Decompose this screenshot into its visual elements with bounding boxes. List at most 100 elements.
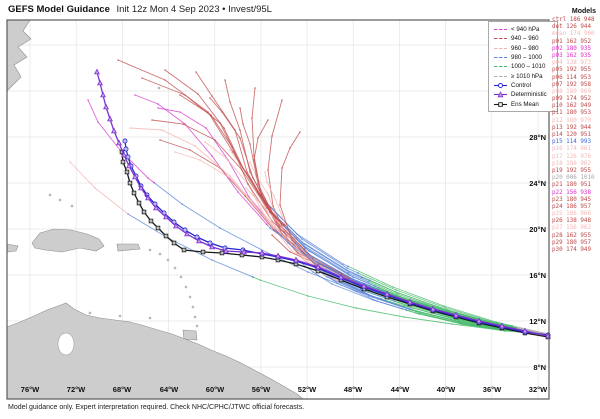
track-segment bbox=[252, 276, 517, 332]
model-row-p19: p19 192 955 bbox=[552, 167, 592, 174]
track-dot bbox=[251, 117, 253, 119]
track-dot bbox=[297, 252, 299, 254]
track-dot bbox=[252, 276, 254, 278]
track-dot bbox=[246, 171, 248, 173]
ensmean-marker-dot bbox=[138, 202, 140, 204]
model-row-p12: p12 180 970 bbox=[552, 117, 592, 124]
island-speck bbox=[191, 305, 195, 309]
island-speck bbox=[157, 86, 161, 90]
track-dot bbox=[348, 271, 350, 273]
model-row-p06: p06 114 953 bbox=[552, 74, 592, 81]
track-control bbox=[122, 138, 551, 338]
ensmean-marker-dot bbox=[173, 242, 175, 244]
island-speck bbox=[148, 316, 152, 320]
track-dot bbox=[415, 310, 417, 312]
track-dot bbox=[307, 295, 309, 297]
track-member-p09 bbox=[159, 139, 549, 335]
track-dot bbox=[357, 272, 359, 274]
track-dot bbox=[326, 275, 329, 277]
track-dot bbox=[164, 69, 166, 71]
deterministic-marker bbox=[126, 162, 132, 169]
track-segment bbox=[209, 97, 297, 239]
track-dot bbox=[267, 193, 269, 195]
deterministic-marker bbox=[453, 311, 459, 318]
track-dot bbox=[157, 103, 159, 105]
control-marker-dot bbox=[154, 203, 156, 205]
track-dot bbox=[237, 191, 239, 193]
track-dot bbox=[367, 280, 370, 283]
control-marker-dot bbox=[125, 148, 127, 150]
island-speck bbox=[166, 258, 170, 262]
track-line bbox=[121, 151, 549, 338]
model-row-p08: p08 180 969 bbox=[552, 88, 592, 95]
track-member-p30 bbox=[195, 71, 549, 335]
track-dot bbox=[287, 242, 289, 244]
track-dot bbox=[279, 204, 281, 206]
track-dot bbox=[157, 107, 159, 109]
track-dot bbox=[69, 161, 71, 163]
island-speck bbox=[195, 324, 199, 328]
track-dot bbox=[409, 308, 412, 311]
control-marker-dot bbox=[184, 229, 186, 231]
track-dot bbox=[283, 224, 286, 226]
deterministic-marker bbox=[145, 194, 151, 201]
track-dot bbox=[269, 211, 271, 213]
lon-label-56W: 56°W bbox=[251, 385, 271, 394]
track-dot bbox=[127, 213, 129, 215]
track-dot bbox=[87, 99, 89, 101]
track-segment bbox=[279, 131, 317, 267]
island-speck bbox=[188, 295, 192, 299]
track-member-p10 bbox=[141, 77, 549, 335]
legend-item-6: Control bbox=[493, 81, 555, 90]
legend-label: 1000 – 1010 bbox=[511, 63, 546, 71]
track-segment bbox=[151, 119, 285, 226]
track-dot bbox=[289, 147, 291, 149]
track-dot bbox=[301, 238, 303, 240]
ensmean-marker-dot bbox=[129, 182, 131, 184]
track-dot bbox=[395, 289, 397, 291]
deterministic-marker bbox=[499, 322, 505, 329]
track-dot bbox=[348, 276, 350, 279]
track-dot bbox=[209, 97, 211, 99]
track-dot bbox=[254, 87, 256, 89]
model-row-p28: p28 162 955 bbox=[552, 232, 592, 239]
models-panel: Models ctrl 186 948 det 126 944 mean 174 9… bbox=[552, 8, 598, 254]
track-dot bbox=[333, 278, 335, 280]
track-dot bbox=[164, 79, 166, 81]
deterministic-marker bbox=[293, 256, 299, 263]
deterministic-marker bbox=[223, 247, 229, 254]
control-marker-dot bbox=[173, 221, 175, 223]
track-dot bbox=[147, 177, 149, 179]
model-row-p09: p09 174 952 bbox=[552, 96, 592, 103]
deterministic-marker bbox=[275, 252, 281, 259]
track-dot bbox=[207, 111, 209, 113]
track-dot bbox=[461, 323, 463, 325]
model-row-p22: p22 156 938 bbox=[552, 189, 592, 196]
track-dot bbox=[232, 151, 234, 153]
lat-label-20N: 20°N bbox=[529, 225, 546, 234]
track-dot bbox=[289, 251, 291, 253]
legend-item-4: 1000 – 1010 bbox=[493, 62, 555, 71]
track-ens-mean bbox=[119, 149, 551, 340]
ensmean-marker-dot bbox=[317, 270, 319, 272]
legend-label: Ens Mean bbox=[511, 100, 539, 108]
track-dot bbox=[189, 149, 191, 151]
track-dot bbox=[141, 77, 143, 79]
control-marker-dot bbox=[127, 156, 129, 158]
track-dot bbox=[224, 79, 226, 81]
track-dot bbox=[253, 155, 255, 157]
track-deterministic bbox=[94, 68, 551, 339]
track-dot bbox=[308, 250, 310, 252]
track-dot bbox=[406, 304, 408, 306]
model-row-p14: p14 120 951 bbox=[552, 132, 592, 138]
legend-line-swatch bbox=[494, 75, 507, 77]
track-dot bbox=[514, 326, 517, 329]
track-dot bbox=[266, 181, 268, 183]
deterministic-marker bbox=[138, 184, 144, 191]
ensmean-marker-dot bbox=[295, 263, 297, 265]
island-speck bbox=[48, 193, 52, 197]
legend-label: < 940 hPa bbox=[511, 26, 540, 34]
legend-item-3: 980 – 1000 bbox=[493, 53, 555, 62]
ensmean-marker-dot bbox=[143, 211, 145, 213]
track-dot bbox=[219, 122, 221, 124]
